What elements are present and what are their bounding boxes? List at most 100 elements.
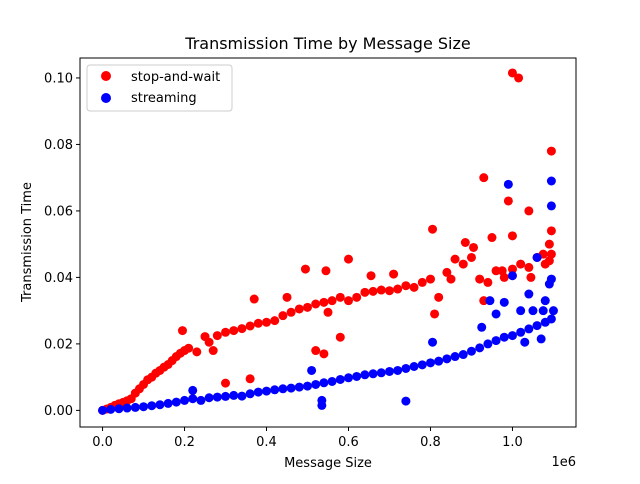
point-stop-and-wait-62 xyxy=(507,264,517,274)
point-stop-and-wait-36 xyxy=(294,304,304,314)
point-stop-and-wait-41 xyxy=(335,292,345,302)
point-streaming-52 xyxy=(524,324,534,334)
point-stop-and-wait-28 xyxy=(229,326,239,336)
x-tick-label-1: 0.2 xyxy=(174,435,195,450)
point-stop-and-wait-95 xyxy=(524,206,534,216)
point-stop-and-wait-48 xyxy=(393,284,403,294)
point-streaming-11 xyxy=(188,394,198,404)
point-stop-and-wait-44 xyxy=(360,287,370,297)
y-tick-label-2: 0.04 xyxy=(44,271,73,286)
point-streaming-31 xyxy=(352,371,362,381)
point-streaming-24 xyxy=(294,382,304,392)
point-streaming-53 xyxy=(532,321,542,331)
point-streaming-28 xyxy=(327,376,337,386)
point-streaming-36 xyxy=(393,365,403,375)
point-stop-and-wait-31 xyxy=(253,318,263,328)
point-stop-and-wait-92 xyxy=(507,231,517,241)
point-streaming-72 xyxy=(538,306,548,316)
point-streaming-34 xyxy=(376,368,386,378)
point-stop-and-wait-32 xyxy=(262,317,272,327)
point-streaming-42 xyxy=(442,354,452,364)
point-streaming-38 xyxy=(409,362,419,371)
point-streaming-25 xyxy=(303,381,312,391)
point-streaming-5 xyxy=(139,402,149,412)
point-streaming-15 xyxy=(221,391,231,401)
point-stop-and-wait-73 xyxy=(300,264,310,274)
points-layer xyxy=(98,68,558,415)
point-streaming-1 xyxy=(106,404,116,414)
point-streaming-8 xyxy=(163,398,173,408)
point-stop-and-wait-25 xyxy=(208,346,218,356)
point-stop-and-wait-98 xyxy=(544,256,554,266)
point-stop-and-wait-74 xyxy=(321,266,331,276)
point-stop-and-wait-54 xyxy=(442,267,452,277)
point-stop-and-wait-91 xyxy=(503,196,513,206)
point-streaming-35 xyxy=(384,366,394,376)
point-streaming-10 xyxy=(180,395,190,405)
point-stop-and-wait-53 xyxy=(434,292,444,302)
x-axis-label: Message Size xyxy=(284,456,372,471)
x-tick-label-2: 0.4 xyxy=(256,435,277,450)
legend: stop-and-wait streaming xyxy=(86,64,233,112)
point-streaming-44 xyxy=(458,350,468,360)
point-streaming-41 xyxy=(434,356,444,366)
point-stop-and-wait-68 xyxy=(177,326,187,336)
point-stop-and-wait-93 xyxy=(507,68,517,78)
point-stop-and-wait-71 xyxy=(249,294,259,304)
y-tick-label-4: 0.08 xyxy=(44,138,73,153)
legend-marker-streaming xyxy=(101,93,111,103)
point-stop-and-wait-58 xyxy=(475,274,485,284)
point-stop-and-wait-29 xyxy=(237,324,247,334)
point-streaming-76 xyxy=(546,201,556,211)
point-stop-and-wait-101 xyxy=(544,239,554,249)
legend-marker-stop-and-wait xyxy=(101,71,111,81)
point-streaming-80 xyxy=(520,337,530,347)
point-streaming-62 xyxy=(477,322,487,332)
y-tick-label-5: 0.10 xyxy=(44,71,73,86)
point-streaming-37 xyxy=(401,363,411,373)
point-streaming-60 xyxy=(401,396,411,406)
point-streaming-4 xyxy=(130,402,140,412)
point-streaming-16 xyxy=(229,390,239,400)
point-stop-and-wait-89 xyxy=(487,233,497,243)
point-streaming-59 xyxy=(317,400,327,410)
x-tick-label-0: 0.0 xyxy=(92,435,113,450)
point-streaming-18 xyxy=(245,389,255,399)
point-streaming-7 xyxy=(155,400,165,410)
point-streaming-73 xyxy=(540,296,550,306)
x-tick-label-4: 0.8 xyxy=(420,435,441,450)
point-stop-and-wait-94 xyxy=(514,73,524,83)
point-stop-and-wait-100 xyxy=(546,226,556,236)
point-stop-and-wait-85 xyxy=(460,238,470,247)
point-streaming-61 xyxy=(428,337,438,347)
point-streaming-21 xyxy=(270,385,280,395)
chart-title: Transmission Time by Message Size xyxy=(184,34,470,53)
point-stop-and-wait-47 xyxy=(384,286,394,296)
point-streaming-12 xyxy=(196,395,206,405)
point-streaming-43 xyxy=(450,352,460,362)
point-streaming-27 xyxy=(319,378,329,388)
point-streaming-26 xyxy=(311,379,321,389)
point-stop-and-wait-64 xyxy=(524,262,534,272)
point-stop-and-wait-75 xyxy=(323,307,333,317)
point-streaming-49 xyxy=(499,332,509,342)
point-stop-and-wait-81 xyxy=(389,269,399,279)
point-stop-and-wait-30 xyxy=(245,321,255,331)
point-streaming-78 xyxy=(548,306,558,316)
point-streaming-66 xyxy=(503,179,513,189)
point-streaming-0 xyxy=(98,405,108,415)
point-stop-and-wait-27 xyxy=(221,327,231,337)
point-stop-and-wait-34 xyxy=(278,311,288,321)
point-stop-and-wait-83 xyxy=(430,309,440,319)
point-streaming-57 xyxy=(307,365,317,375)
point-stop-and-wait-42 xyxy=(344,296,353,306)
legend-box xyxy=(86,64,233,112)
point-streaming-67 xyxy=(507,271,517,281)
point-stop-and-wait-59 xyxy=(483,277,493,287)
point-streaming-6 xyxy=(147,401,157,411)
point-streaming-22 xyxy=(278,384,288,394)
point-stop-and-wait-88 xyxy=(479,173,489,183)
point-streaming-29 xyxy=(335,374,345,384)
